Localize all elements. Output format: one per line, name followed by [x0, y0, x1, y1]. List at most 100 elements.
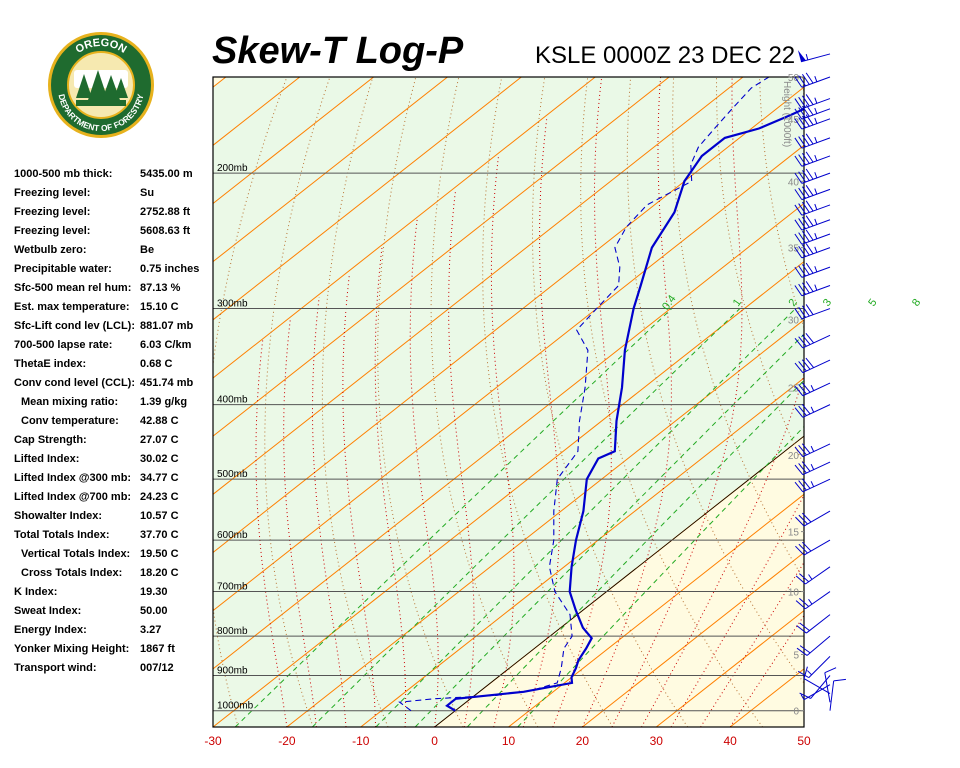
wind-barb-staff — [808, 656, 831, 678]
wind-barb — [794, 281, 831, 297]
stat-label: Freezing level: — [14, 206, 91, 218]
stat-row: 1000-500 mb thick: 5435.00 m — [14, 168, 214, 187]
stat-value: 42.88 C — [140, 415, 179, 427]
isotherm-line — [213, 202, 804, 670]
wind-barb — [794, 151, 831, 167]
isotherm-line — [213, 144, 804, 612]
wind-barb-flag — [796, 647, 808, 656]
wind-barb-flag — [801, 95, 810, 107]
height-tick-label: 40 — [788, 177, 800, 188]
mixing-ratio-line — [312, 308, 741, 727]
stat-value: 5435.00 m — [140, 168, 193, 180]
wind-barb-flag — [794, 446, 804, 457]
stat-value: 27.07 C — [140, 434, 179, 446]
stat-value: Be — [140, 244, 155, 256]
sounding-indices-panel: 1000-500 mb thick: 5435.00 m Freezing leve… — [14, 168, 214, 681]
wind-barb-flag — [794, 137, 803, 149]
dry-adiabat — [931, 77, 960, 727]
wind-barb-flag — [794, 189, 803, 200]
wind-barb-flag — [805, 185, 814, 196]
isotherm-line — [878, 77, 960, 727]
wind-barb — [794, 382, 831, 397]
stat-label: Cap Strength: — [14, 434, 87, 446]
wind-barb — [794, 443, 831, 458]
wind-barb-flag — [833, 678, 846, 682]
moist-adiabat — [374, 247, 407, 727]
mixing-ratio-label: 3 — [821, 297, 834, 309]
wind-barb — [794, 168, 831, 184]
wind-barb-flag — [801, 512, 812, 523]
wind-barb-staff — [801, 233, 831, 245]
stat-value: 451.74 mb — [140, 377, 194, 389]
wind-barb-half-flag — [814, 203, 818, 210]
isotherm-line — [508, 493, 804, 727]
wind-barb-staff — [801, 247, 831, 259]
wind-barb-staff — [801, 285, 831, 297]
stat-row: Freezing level: Su — [14, 187, 214, 206]
isotherm-line — [213, 77, 448, 263]
stat-value: Su — [140, 187, 155, 199]
wind-barb — [794, 478, 831, 493]
wind-barb-flag — [803, 666, 808, 679]
stat-row: Est. max temperature: 15.10 C — [14, 301, 214, 320]
wind-barb-half-flag — [814, 172, 818, 179]
wind-barb — [829, 678, 846, 711]
x-tick-label: 10 — [502, 734, 516, 748]
height-tick-label: 15 — [788, 528, 800, 539]
height-tick-label: 10 — [788, 588, 800, 599]
stat-value: 881.07 mb — [140, 320, 194, 332]
height-tick-label: 0 — [793, 707, 799, 718]
stat-value: 37.70 C — [140, 529, 179, 541]
stat-label: Sweat Index: — [14, 605, 82, 617]
logo-tree-icon — [88, 70, 108, 100]
wind-barb-half-flag — [814, 97, 818, 104]
isobar-label: 200mb — [217, 163, 248, 174]
wind-barb-flag — [795, 516, 805, 527]
wind-barb-flag — [794, 98, 803, 110]
logo-tree-icon — [76, 74, 92, 98]
wind-barb-flag — [798, 384, 807, 395]
x-tick-label: 50 — [797, 734, 811, 748]
wind-barb — [796, 635, 831, 656]
wind-barb — [794, 262, 831, 278]
wind-barb-half-flag — [805, 53, 809, 61]
wind-barb-staff — [802, 478, 831, 493]
temperature-profile — [445, 107, 804, 712]
stat-label: Wetbulb zero: — [14, 244, 87, 256]
stat-label: Energy Index: — [14, 624, 87, 636]
wind-barb-half-flag — [808, 598, 813, 605]
wind-barb-flag — [794, 155, 803, 167]
wind-barb-staff — [810, 675, 831, 699]
stat-label: Lifted Index @700 mb: — [14, 491, 132, 503]
wind-barb-flag — [798, 75, 806, 87]
isotherm-band — [213, 77, 804, 553]
wind-barb-half-flag — [814, 154, 818, 161]
isobar-label: 600mb — [217, 530, 248, 541]
wind-barb-staff — [801, 172, 831, 184]
x-tick-label: -30 — [204, 734, 222, 748]
height-tick-label: 45 — [788, 115, 800, 126]
stat-value: 19.30 — [140, 586, 168, 598]
wind-barb-staff — [805, 566, 831, 585]
stat-row: Transport wind: 007/12 — [14, 662, 214, 681]
moist-adiabat — [448, 189, 475, 727]
stat-label: Precipitable water: — [14, 263, 112, 275]
wind-barb-flag — [794, 233, 803, 245]
wind-barb — [794, 461, 831, 476]
isotherm-line — [213, 77, 227, 88]
wind-barb-flag — [794, 247, 803, 259]
stat-label: Conv cond level (CCL): — [14, 377, 136, 389]
isobar-label: 1000mb — [217, 701, 254, 712]
stat-value: 24.23 C — [140, 491, 179, 503]
wind-barb-flag — [805, 281, 814, 292]
x-tick-label: -10 — [352, 734, 370, 748]
wind-barb-flag — [794, 118, 803, 130]
stat-value: 0.75 inches — [140, 263, 200, 275]
wind-barb-half-flag — [814, 136, 818, 143]
logo-tree-icon — [114, 78, 128, 98]
wind-barb-flag — [805, 332, 815, 344]
wind-barb-flag — [794, 338, 804, 349]
wind-barb-flag — [795, 600, 806, 610]
wind-barb-flag — [801, 152, 810, 164]
wind-barb-flag — [801, 216, 810, 228]
